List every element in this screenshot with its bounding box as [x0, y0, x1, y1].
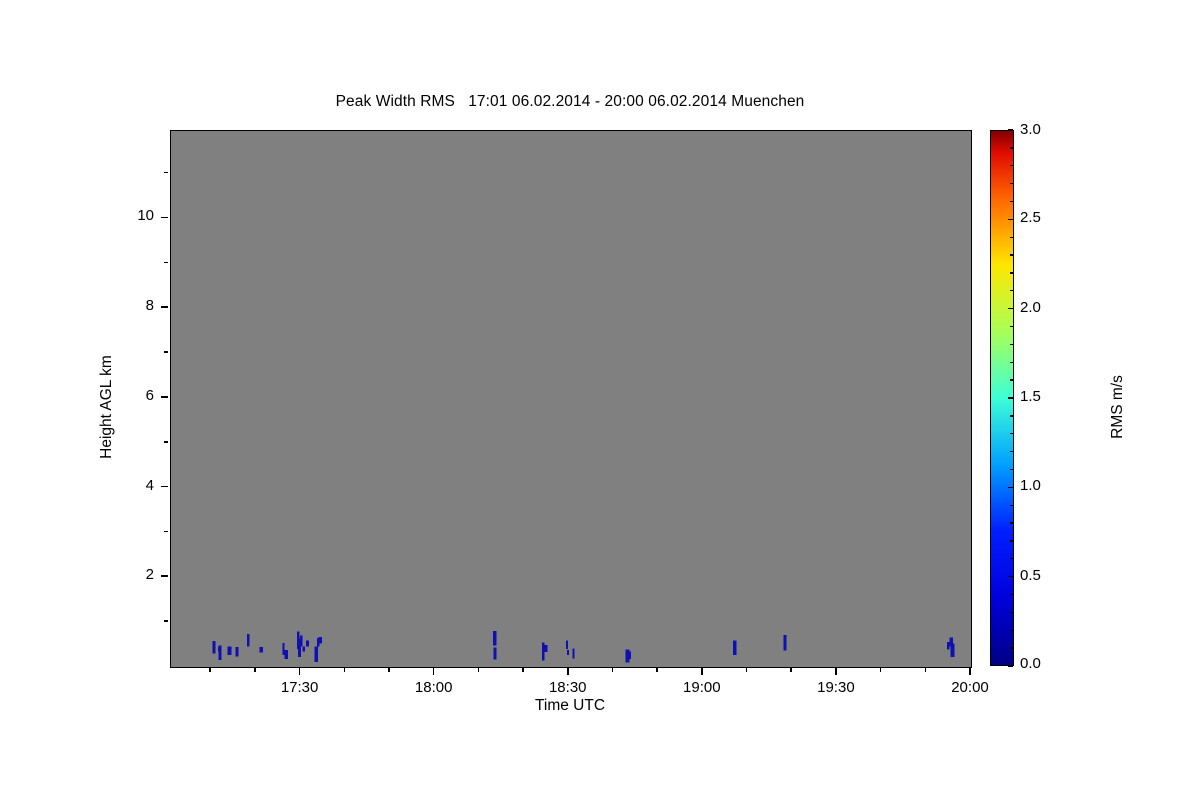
colorbar-tick-minor — [1010, 236, 1013, 238]
colorbar-tick-minor — [1010, 290, 1013, 292]
y-tick-major — [161, 575, 169, 578]
x-tick-label: 18:00 — [414, 679, 453, 696]
x-tick-label: 17:30 — [280, 679, 319, 696]
colorbar-tick-minor — [1010, 593, 1013, 596]
colorbar-tick — [1008, 307, 1013, 310]
colorbar-tick-minor — [1010, 272, 1013, 274]
colorbar-tick-minor — [1010, 450, 1013, 453]
x-tick-minor — [924, 667, 927, 672]
y-tick-label: 6 — [145, 386, 154, 404]
colorbar-tick-label: 0.0 — [1020, 655, 1041, 672]
colorbar-tick-minor — [1010, 415, 1013, 417]
y-tick-major — [161, 485, 169, 488]
y-tick-minor — [164, 440, 169, 443]
x-tick-minor — [388, 667, 390, 672]
colorbar-tick-label: 2.0 — [1020, 298, 1041, 316]
y-tick-major — [161, 306, 169, 308]
y-tick-minor — [164, 171, 169, 174]
x-tick-minor — [254, 667, 256, 672]
colorbar-tick-label: 2.5 — [1020, 209, 1041, 227]
y-tick-major — [161, 396, 169, 398]
x-tick-major — [835, 667, 837, 675]
x-tick-minor — [790, 667, 793, 672]
x-axis-label: Time UTC — [534, 697, 606, 714]
x-tick-label: 20:00 — [951, 679, 989, 696]
colorbar-tick-minor — [1010, 379, 1013, 381]
x-tick-minor — [477, 667, 480, 672]
colorbar-tick-minor — [1010, 147, 1013, 149]
colorbar-tick-label: 1.5 — [1020, 388, 1041, 405]
colorbar-tick-label: 0.5 — [1020, 566, 1041, 584]
colorbar-tick-minor — [1010, 522, 1013, 524]
colorbar-tick-minor — [1010, 647, 1013, 649]
y-tick-label: 4 — [145, 476, 154, 494]
y-tick-label: 10 — [137, 207, 154, 225]
y-tick-minor — [164, 620, 169, 622]
colorbar-tick-label: 1.0 — [1020, 477, 1041, 495]
x-tick-minor — [343, 667, 346, 672]
colorbar-tick-minor — [1010, 254, 1013, 256]
colorbar-label: RMS m/s — [1109, 375, 1126, 439]
y-axis-label: Height AGL km — [98, 355, 115, 459]
x-tick-major — [298, 667, 301, 675]
y-tick-label: 2 — [145, 566, 154, 584]
colorbar-tick — [1008, 575, 1013, 578]
y-tick-minor — [164, 530, 169, 533]
colorbar-tick-minor — [1010, 182, 1013, 185]
x-tick-major — [566, 667, 569, 675]
colorbar-tick-minor — [1010, 558, 1013, 560]
colorbar-tick — [1008, 665, 1013, 667]
y-tick-minor — [164, 351, 169, 353]
x-tick-label: 19:30 — [817, 679, 855, 696]
x-tick-major — [432, 667, 435, 675]
x-tick-minor — [522, 667, 524, 672]
plot-axes-area — [170, 130, 972, 668]
x-tick-minor — [879, 667, 882, 672]
colorbar-tick-minor — [1010, 165, 1013, 167]
y-tick-major — [161, 216, 169, 219]
colorbar-tick-minor — [1010, 433, 1013, 435]
colorbar-tick — [1008, 129, 1013, 131]
plot-title: Peak Width RMS 17:01 06.02.2014 - 20:00 … — [335, 93, 805, 110]
colorbar-tick — [1008, 397, 1013, 399]
x-tick-label: 19:00 — [683, 679, 721, 696]
colorbar-tick-minor — [1010, 325, 1013, 328]
colorbar-tick-minor — [1010, 468, 1013, 471]
colorbar-tick-minor — [1010, 504, 1013, 506]
y-tick-label: 8 — [145, 297, 154, 315]
colorbar-tick-minor — [1010, 611, 1013, 614]
x-tick-minor — [656, 667, 658, 672]
colorbar-tick-minor — [1010, 629, 1013, 631]
x-tick-minor — [209, 667, 212, 672]
colorbar-tick-label: 3.0 — [1020, 121, 1041, 138]
x-tick-minor — [745, 667, 748, 672]
y-tick-minor — [164, 261, 169, 264]
colorbar-tick — [1008, 486, 1013, 489]
colorbar-tick — [1008, 218, 1013, 221]
colorbar-tick-minor — [1010, 200, 1013, 203]
x-tick-major — [969, 667, 971, 675]
colorbar-tick-minor — [1010, 343, 1013, 346]
colorbar-tick-minor — [1010, 361, 1013, 363]
colorbar-tick-minor — [1010, 540, 1013, 542]
x-tick-major — [701, 667, 703, 675]
x-tick-label: 18:30 — [548, 679, 587, 696]
heatmap-data-layer — [212, 631, 955, 663]
x-tick-minor — [611, 667, 614, 672]
